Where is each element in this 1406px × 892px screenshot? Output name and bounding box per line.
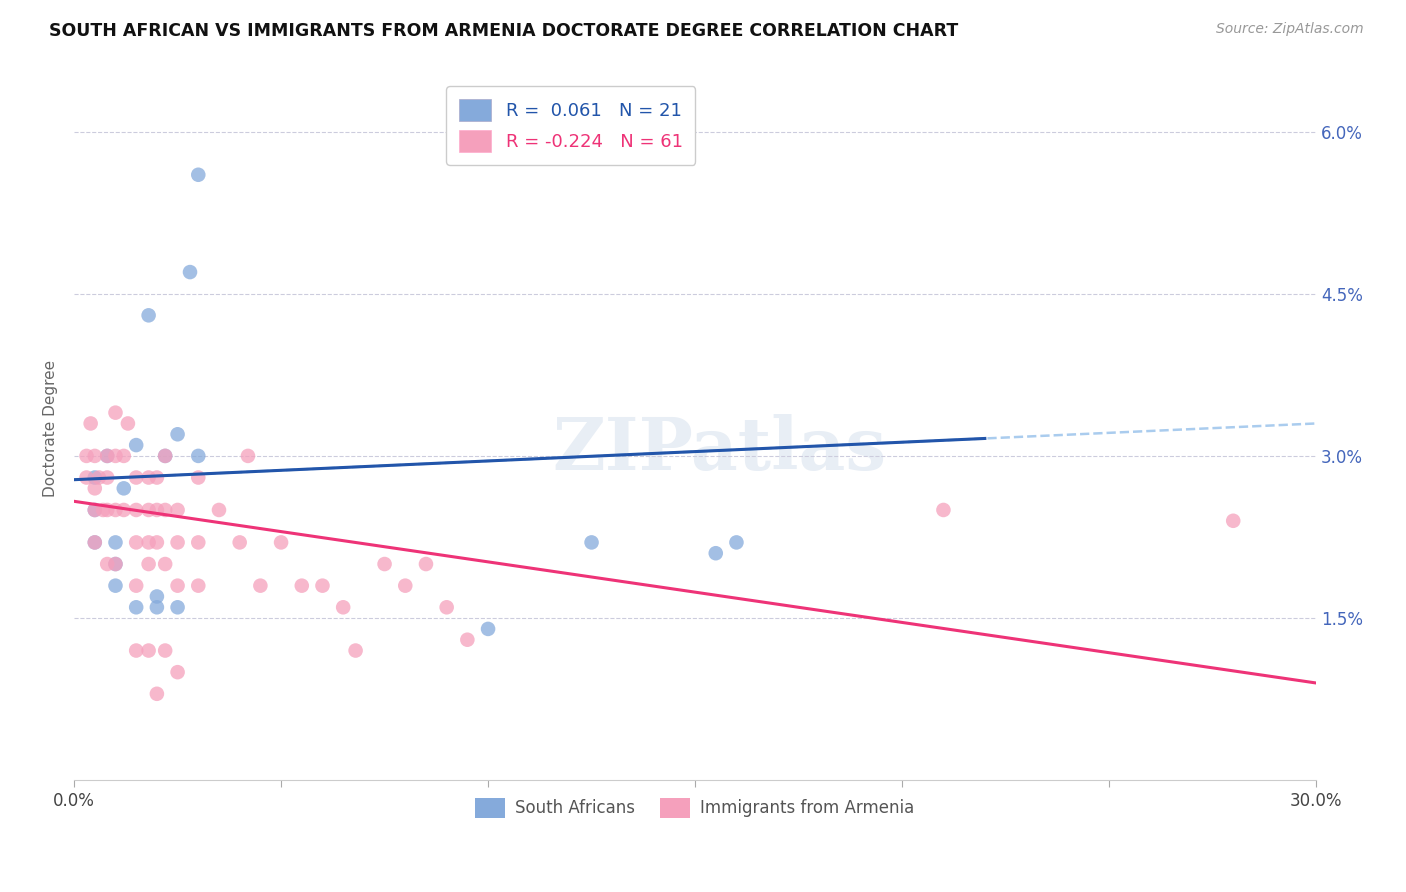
Point (83, 470, 105, 484)
Point (187, 579, 209, 593)
Point (104, 406, 127, 420)
Point (704, 546, 727, 560)
Point (125, 643, 148, 657)
Point (104, 557, 127, 571)
Point (138, 309, 160, 323)
Point (104, 557, 127, 571)
Point (83, 503, 105, 517)
Point (146, 503, 169, 517)
Point (166, 579, 188, 593)
Point (112, 481, 135, 495)
Point (117, 417, 139, 431)
Point (291, 579, 314, 593)
Point (187, 535, 209, 549)
Point (208, 503, 231, 517)
Point (138, 557, 160, 571)
Point (456, 632, 478, 647)
Point (104, 579, 127, 593)
Point (83, 481, 105, 495)
Point (228, 535, 250, 549)
Point (146, 687, 169, 701)
Text: Source: ZipAtlas.com: Source: ZipAtlas.com (1216, 22, 1364, 37)
Point (76, 449, 98, 463)
Point (125, 470, 148, 484)
Point (112, 503, 135, 517)
Point (725, 535, 748, 549)
Point (166, 503, 188, 517)
Point (96, 503, 118, 517)
Point (166, 535, 188, 549)
Point (125, 438, 148, 452)
Point (146, 535, 169, 549)
Point (76, 470, 98, 484)
Point (187, 168, 209, 182)
Point (138, 470, 160, 484)
Point (83, 535, 105, 549)
Point (374, 557, 396, 571)
Point (166, 427, 188, 442)
Point (146, 600, 169, 615)
Point (125, 579, 148, 593)
Point (153, 643, 176, 657)
Point (270, 535, 292, 549)
Y-axis label: Doctorate Degree: Doctorate Degree (44, 360, 58, 498)
Point (187, 470, 209, 484)
Point (146, 590, 169, 604)
Point (394, 579, 416, 593)
Point (79, 417, 101, 431)
Point (138, 535, 160, 549)
Point (153, 503, 176, 517)
Point (477, 622, 499, 636)
Point (311, 579, 333, 593)
Point (125, 503, 148, 517)
Point (153, 449, 176, 463)
Point (146, 470, 169, 484)
Point (96, 449, 118, 463)
Point (344, 643, 367, 657)
Point (932, 503, 955, 517)
Point (179, 265, 201, 279)
Point (415, 557, 437, 571)
Point (125, 535, 148, 549)
Point (1222, 514, 1244, 528)
Point (138, 503, 160, 517)
Point (104, 535, 127, 549)
Legend: South Africans, Immigrants from Armenia: South Africans, Immigrants from Armenia (468, 791, 921, 825)
Point (236, 449, 259, 463)
Point (104, 503, 127, 517)
Point (96, 557, 118, 571)
Point (249, 579, 271, 593)
Point (153, 449, 176, 463)
Point (125, 600, 148, 615)
Point (83, 449, 105, 463)
Point (83, 535, 105, 549)
Point (96, 449, 118, 463)
Text: ZIPatlas: ZIPatlas (553, 415, 887, 485)
Point (581, 535, 603, 549)
Point (104, 449, 127, 463)
Point (332, 600, 354, 615)
Point (83, 503, 105, 517)
Point (153, 557, 176, 571)
Point (166, 600, 188, 615)
Text: SOUTH AFRICAN VS IMMIGRANTS FROM ARMENIA DOCTORATE DEGREE CORRELATION CHART: SOUTH AFRICAN VS IMMIGRANTS FROM ARMENIA… (49, 22, 959, 40)
Point (112, 449, 135, 463)
Point (96, 470, 118, 484)
Point (187, 449, 209, 463)
Point (87, 470, 110, 484)
Point (91, 503, 114, 517)
Point (436, 600, 458, 615)
Point (166, 665, 188, 680)
Point (138, 643, 160, 657)
